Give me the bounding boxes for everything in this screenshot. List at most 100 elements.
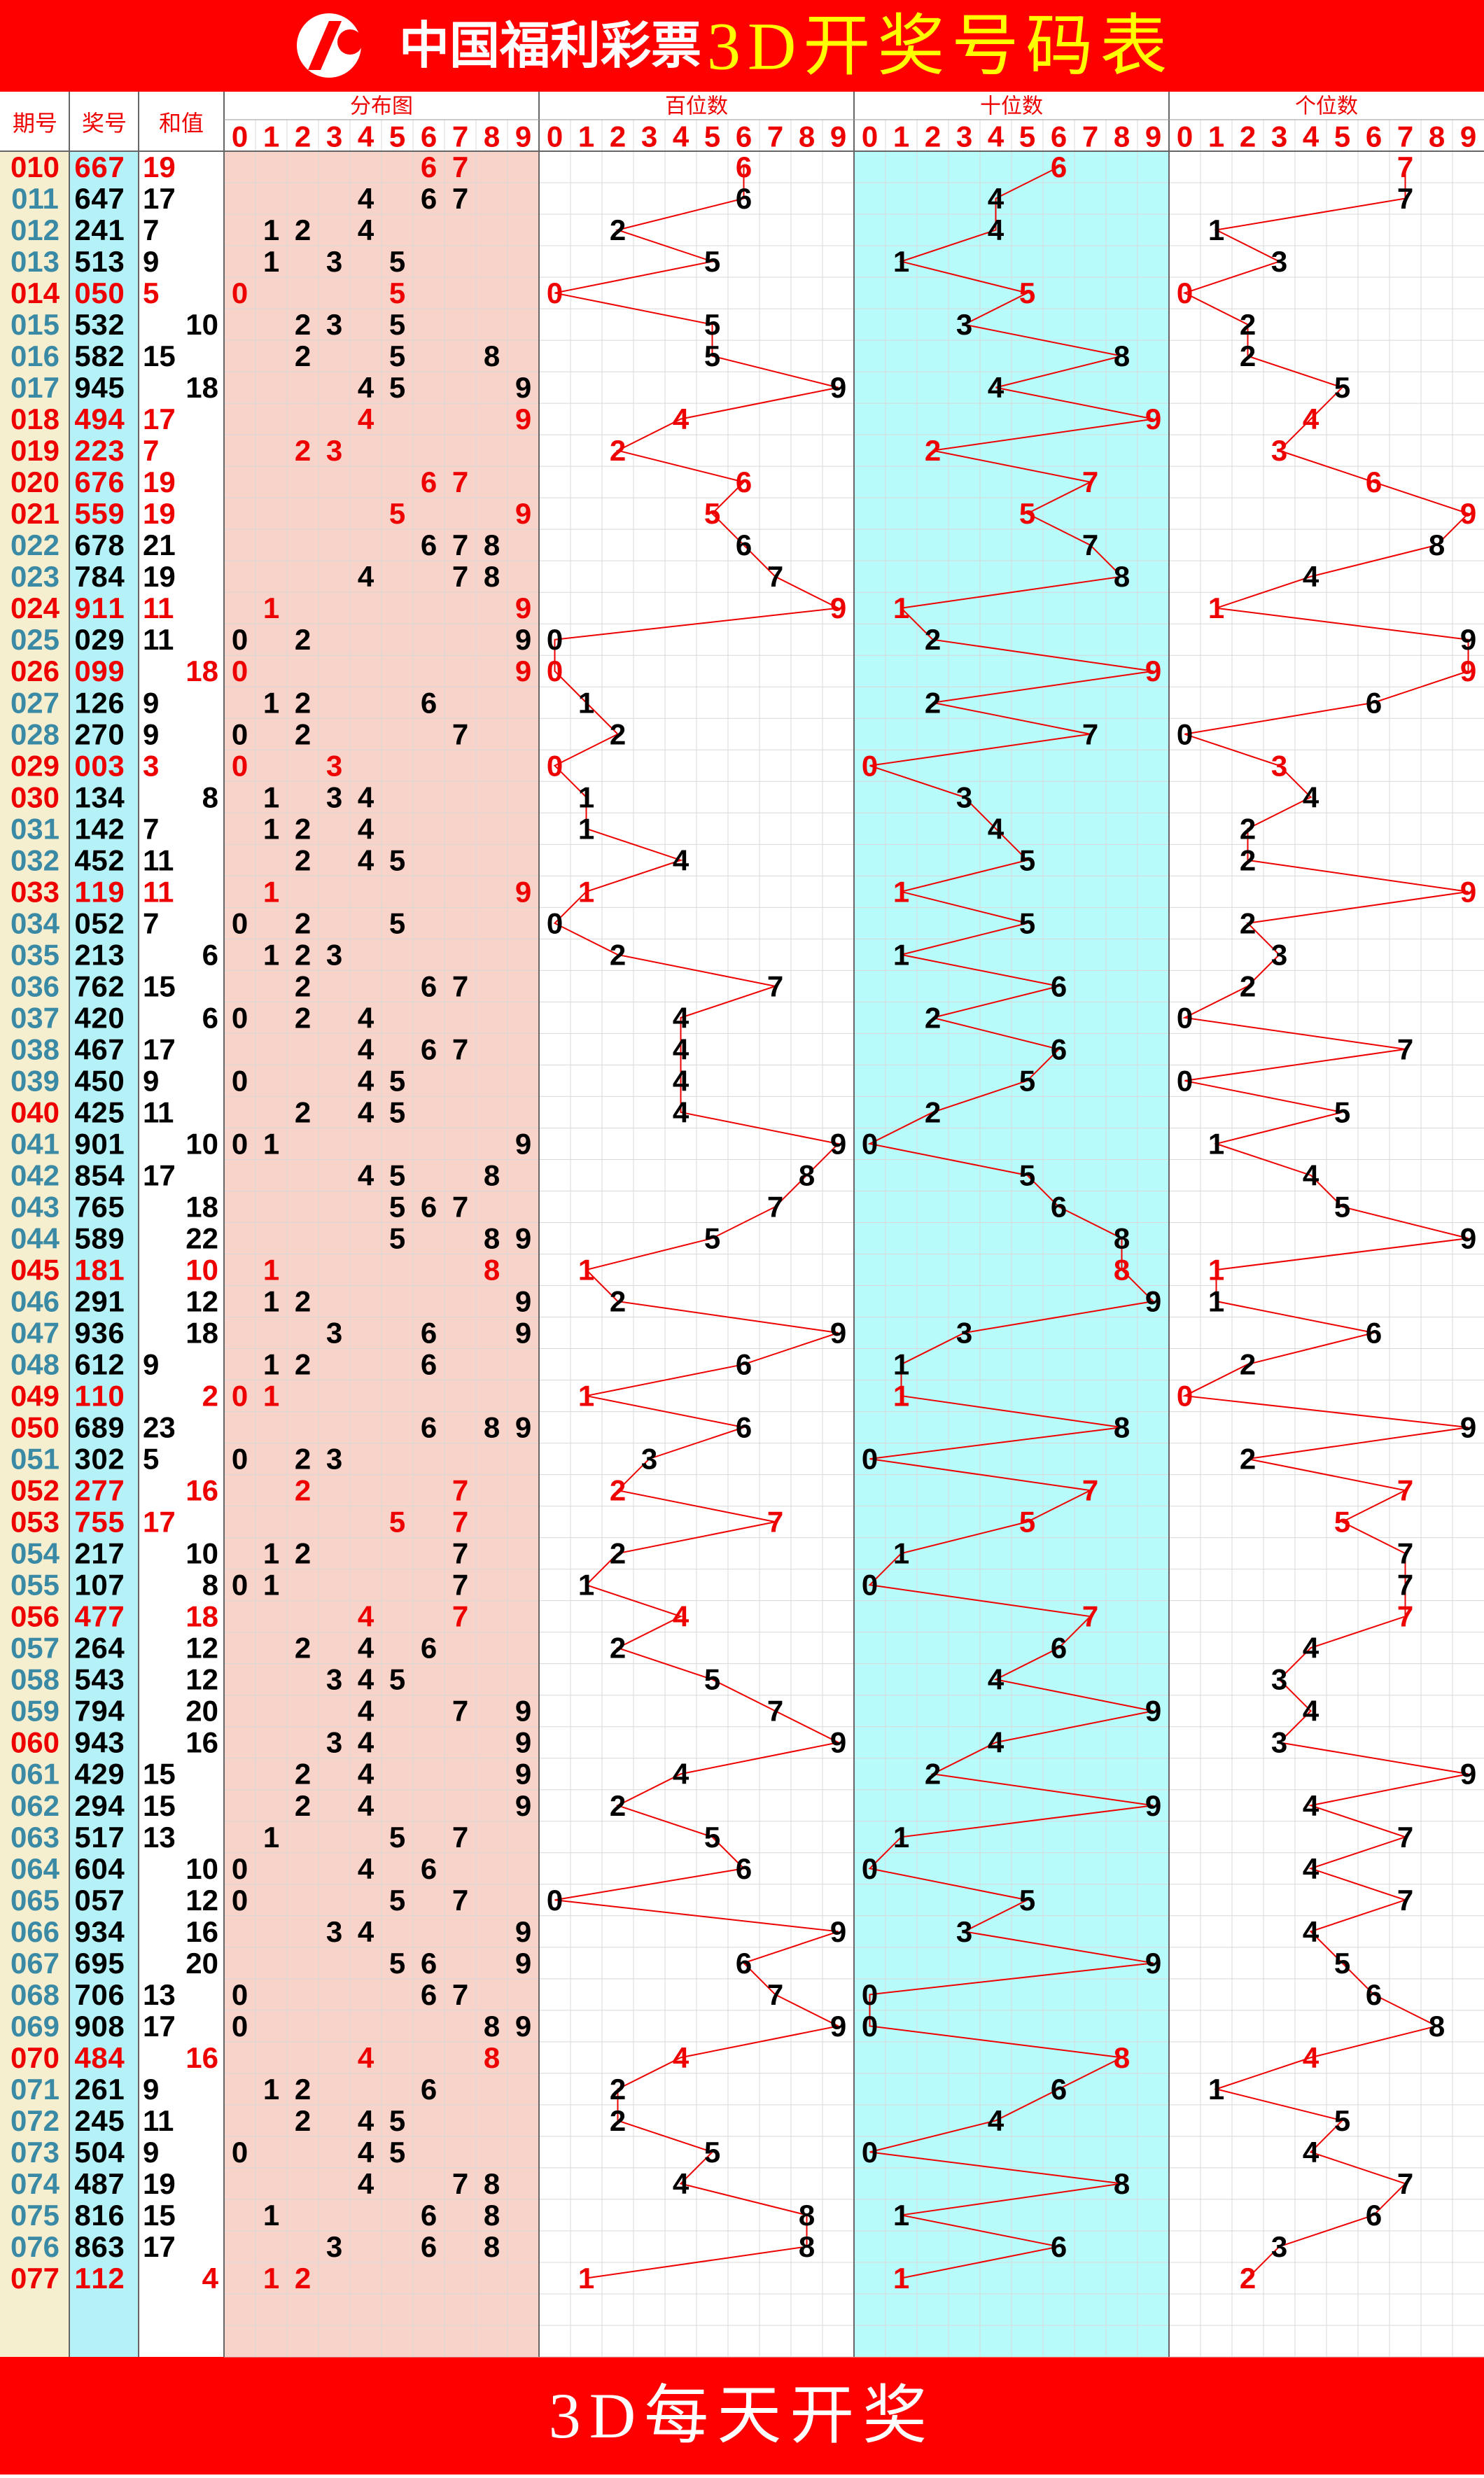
distribution-digit: 9	[515, 1726, 531, 1759]
distribution-digit: 1	[263, 2199, 279, 2232]
number-digit: 5	[108, 1506, 124, 1539]
distribution-digit: 8	[484, 528, 500, 561]
number-digit: 7	[108, 1884, 124, 1917]
position-digit: 1	[1208, 1127, 1224, 1160]
distribution-digit: 1	[263, 214, 279, 246]
position-digit: 4	[673, 2167, 690, 2200]
number-digit: 1	[108, 1127, 124, 1160]
sum: 18	[186, 654, 218, 687]
position-digit: 5	[704, 308, 720, 341]
number-digit: 1	[74, 1254, 90, 1287]
distribution-digit: 0	[232, 1569, 248, 1602]
number-digit: 0	[91, 1852, 107, 1885]
number-digit: 9	[74, 371, 90, 404]
period: 054	[10, 1537, 60, 1570]
number-digit: 3	[108, 2230, 124, 2263]
number-digit: 1	[74, 812, 90, 845]
sum: 13	[143, 1978, 176, 2011]
position-digit: 5	[704, 1663, 720, 1696]
period: 060	[10, 1726, 59, 1759]
number-digit: 6	[108, 1317, 124, 1350]
number-digit: 2	[74, 1474, 90, 1507]
distribution-digit: 5	[389, 2104, 405, 2137]
distribution-digit: 8	[484, 1254, 500, 1287]
number-digit: 7	[74, 1978, 90, 2011]
position-digit: 6	[1051, 1632, 1067, 1665]
distribution-digit: 5	[389, 1064, 405, 1097]
distribution-digit: 2	[295, 1474, 311, 1507]
position-digit: 0	[862, 749, 878, 782]
position-digit: 9	[830, 1317, 846, 1350]
number-digit: 6	[74, 1348, 90, 1381]
position-digit: 5	[1019, 1158, 1035, 1191]
position-digit: 1	[893, 875, 909, 908]
position-digit: 6	[736, 1947, 752, 1980]
period: 061	[10, 1758, 59, 1791]
distribution-digit: 8	[484, 1158, 500, 1191]
distribution-digit: 5	[389, 340, 405, 372]
distribution-digit: 0	[232, 1443, 248, 1476]
number-digit: 4	[91, 371, 108, 404]
position-digit: 5	[1334, 2104, 1350, 2137]
distribution-digit: 9	[515, 654, 531, 687]
position-digit: 5	[1334, 1190, 1350, 1223]
sum: 9	[143, 2136, 159, 2169]
distribution-digit: 5	[389, 1222, 405, 1254]
period: 063	[10, 1821, 59, 1854]
period: 058	[10, 1663, 59, 1696]
distribution-digit: 3	[326, 780, 342, 813]
position-digit: 1	[893, 245, 909, 278]
number-digit: 5	[108, 1096, 124, 1128]
position-digit: 6	[1366, 1317, 1382, 1350]
position-digit: 4	[988, 812, 1004, 845]
distribution-digit: 0	[232, 749, 248, 782]
number-digit: 2	[108, 340, 124, 372]
distribution-digit: 5	[389, 1947, 405, 1980]
distribution-digit: 4	[358, 780, 374, 813]
sum: 21	[143, 528, 176, 561]
distribution-digit: 2	[295, 1537, 311, 1570]
distribution-digit: 6	[421, 2073, 437, 2106]
number-digit: 9	[74, 1915, 90, 1948]
period: 047	[10, 1317, 59, 1350]
number-digit: 0	[108, 276, 124, 309]
digit-label: 2	[295, 120, 311, 153]
distribution-digit: 2	[295, 844, 311, 876]
digit-label: 1	[1208, 120, 1224, 153]
position-digit: 1	[578, 2262, 594, 2295]
digit-label: 8	[799, 120, 815, 153]
number-digit: 3	[108, 938, 124, 971]
sum: 19	[143, 497, 176, 530]
number-digit: 0	[91, 1443, 107, 1476]
sum: 23	[143, 1411, 176, 1444]
distribution-digit: 7	[452, 1884, 468, 1917]
number-digit: 1	[108, 214, 124, 246]
distribution-digit: 9	[515, 1695, 531, 1728]
position-digit: 1	[1208, 1285, 1224, 1318]
distribution-digit: 5	[389, 276, 405, 309]
distribution-digit: 1	[263, 2262, 279, 2295]
distribution-digit: 8	[484, 560, 500, 593]
number-digit: 2	[74, 434, 90, 467]
column-header: 分布图	[350, 95, 413, 118]
position-digit: 1	[1208, 1254, 1224, 1287]
number-digit: 0	[91, 2136, 107, 2169]
position-digit: 2	[610, 938, 626, 971]
digit-label: 2	[925, 120, 941, 153]
position-digit: 0	[862, 1443, 878, 1476]
number-digit: 9	[91, 1947, 107, 1980]
distribution-digit: 6	[421, 1190, 437, 1223]
position-digit: 6	[736, 465, 752, 498]
distribution-digit: 0	[232, 1001, 248, 1034]
number-digit: 5	[108, 2104, 124, 2137]
position-digit: 9	[1460, 654, 1476, 687]
period: 027	[10, 686, 59, 719]
number-digit: 4	[74, 1758, 91, 1791]
number-digit: 7	[91, 1600, 107, 1633]
position-digit: 1	[893, 2262, 909, 2295]
distribution-digit: 0	[232, 2010, 248, 2043]
period: 059	[10, 1695, 59, 1728]
number-digit: 2	[74, 1632, 90, 1665]
distribution-digit: 8	[484, 1411, 500, 1444]
distribution-digit: 2	[295, 214, 311, 246]
